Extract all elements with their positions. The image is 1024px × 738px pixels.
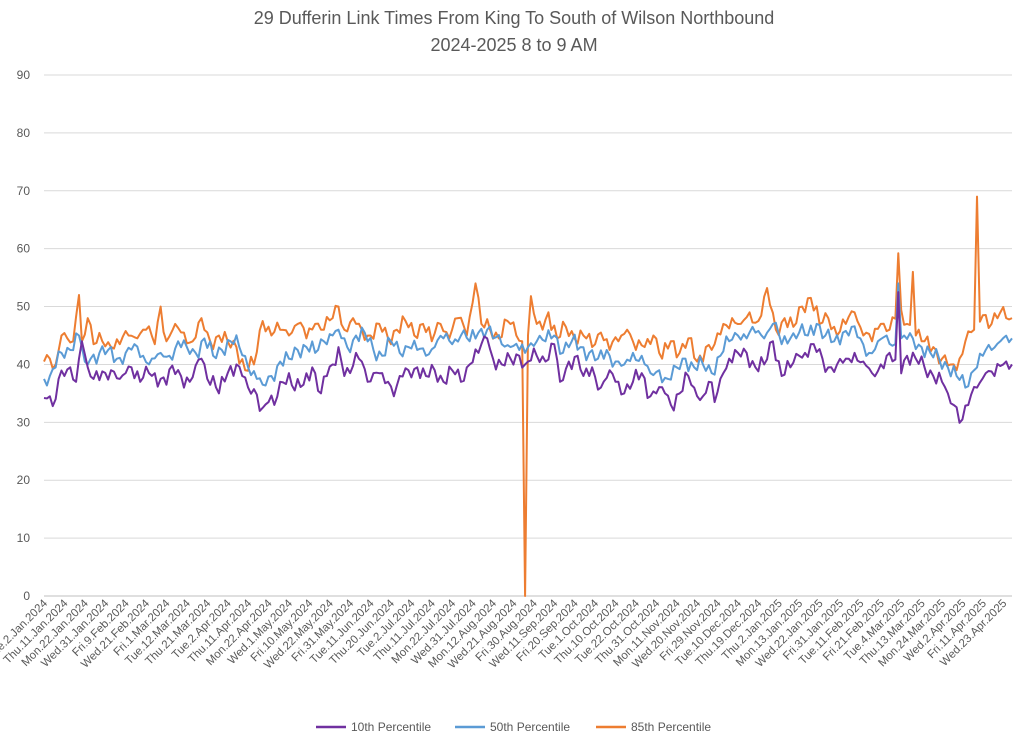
- legend-label-85th: 85th Percentile: [631, 720, 711, 734]
- y-tick-label: 10: [17, 531, 31, 545]
- y-tick-label: 0: [23, 589, 30, 603]
- y-tick-label: 50: [17, 300, 31, 314]
- y-tick-label: 60: [17, 242, 31, 256]
- legend-label-50th: 50th Percentile: [490, 720, 570, 734]
- series-lines: [43, 195, 1013, 597]
- y-tick-label: 90: [17, 68, 31, 82]
- series-line-85th: [43, 195, 1013, 597]
- y-axis: 0 10 20 30 40 50 60 70 80 90: [17, 68, 31, 603]
- series-line-10th: [43, 291, 1013, 424]
- x-axis: Tue.2.Jan.2024Thu.11.Jan.2024Mon.22.Jan.…: [0, 597, 1009, 671]
- chart-title: 29 Dufferin Link Times From King To Sout…: [254, 8, 775, 28]
- y-tick-label: 40: [17, 357, 31, 371]
- y-tick-label: 20: [17, 473, 31, 487]
- series-line-50th: [43, 282, 1013, 389]
- legend-item-50th: 50th Percentile: [455, 720, 570, 734]
- legend: 10th Percentile 50th Percentile 85th Per…: [316, 720, 711, 734]
- legend-item-85th: 85th Percentile: [596, 720, 711, 734]
- y-tick-label: 80: [17, 126, 31, 140]
- chart-subtitle: 2024-2025 8 to 9 AM: [430, 35, 597, 55]
- y-tick-label: 70: [17, 184, 31, 198]
- legend-item-10th: 10th Percentile: [316, 720, 431, 734]
- legend-label-10th: 10th Percentile: [351, 720, 431, 734]
- y-tick-label: 30: [17, 415, 31, 429]
